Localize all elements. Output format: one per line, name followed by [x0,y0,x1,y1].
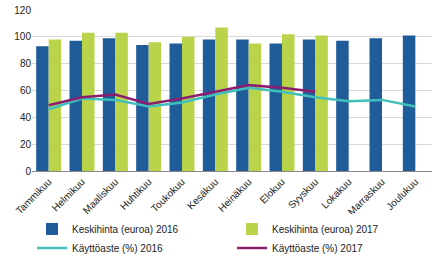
svg-text:60: 60 [20,85,32,96]
svg-text:40: 40 [20,112,32,123]
svg-text:Tammikuu: Tammikuu [14,176,54,216]
svg-text:Helmikuu: Helmikuu [50,176,87,213]
svg-text:Elokuu: Elokuu [258,176,287,205]
svg-text:20: 20 [20,139,32,150]
svg-text:Maaliskuu: Maaliskuu [81,176,121,216]
svg-text:80: 80 [20,58,32,69]
svg-text:Lokakuu: Lokakuu [319,176,354,211]
svg-text:Marraskuu: Marraskuu [346,176,387,217]
svg-text:Syyskuu: Syyskuu [286,176,321,211]
svg-text:120: 120 [14,5,31,16]
svg-text:Heinäkuu: Heinäkuu [216,176,254,214]
svg-text:Käyttöaste (%) 2016: Käyttöaste (%) 2016 [72,243,163,254]
svg-text:Kesäkuu: Kesäkuu [185,176,220,211]
svg-text:100: 100 [14,31,31,42]
svg-text:0: 0 [25,166,31,177]
svg-text:Joulukuu: Joulukuu [384,176,420,212]
svg-text:Keskihinta (euroa) 2016: Keskihinta (euroa) 2016 [72,224,179,235]
svg-text:Keskihinta (euroa) 2017: Keskihinta (euroa) 2017 [272,224,379,235]
svg-text:Toukokuu: Toukokuu [149,176,187,214]
svg-text:Käyttöaste (%) 2017: Käyttöaste (%) 2017 [272,243,363,254]
svg-text:Huhtikuu: Huhtikuu [118,176,154,212]
